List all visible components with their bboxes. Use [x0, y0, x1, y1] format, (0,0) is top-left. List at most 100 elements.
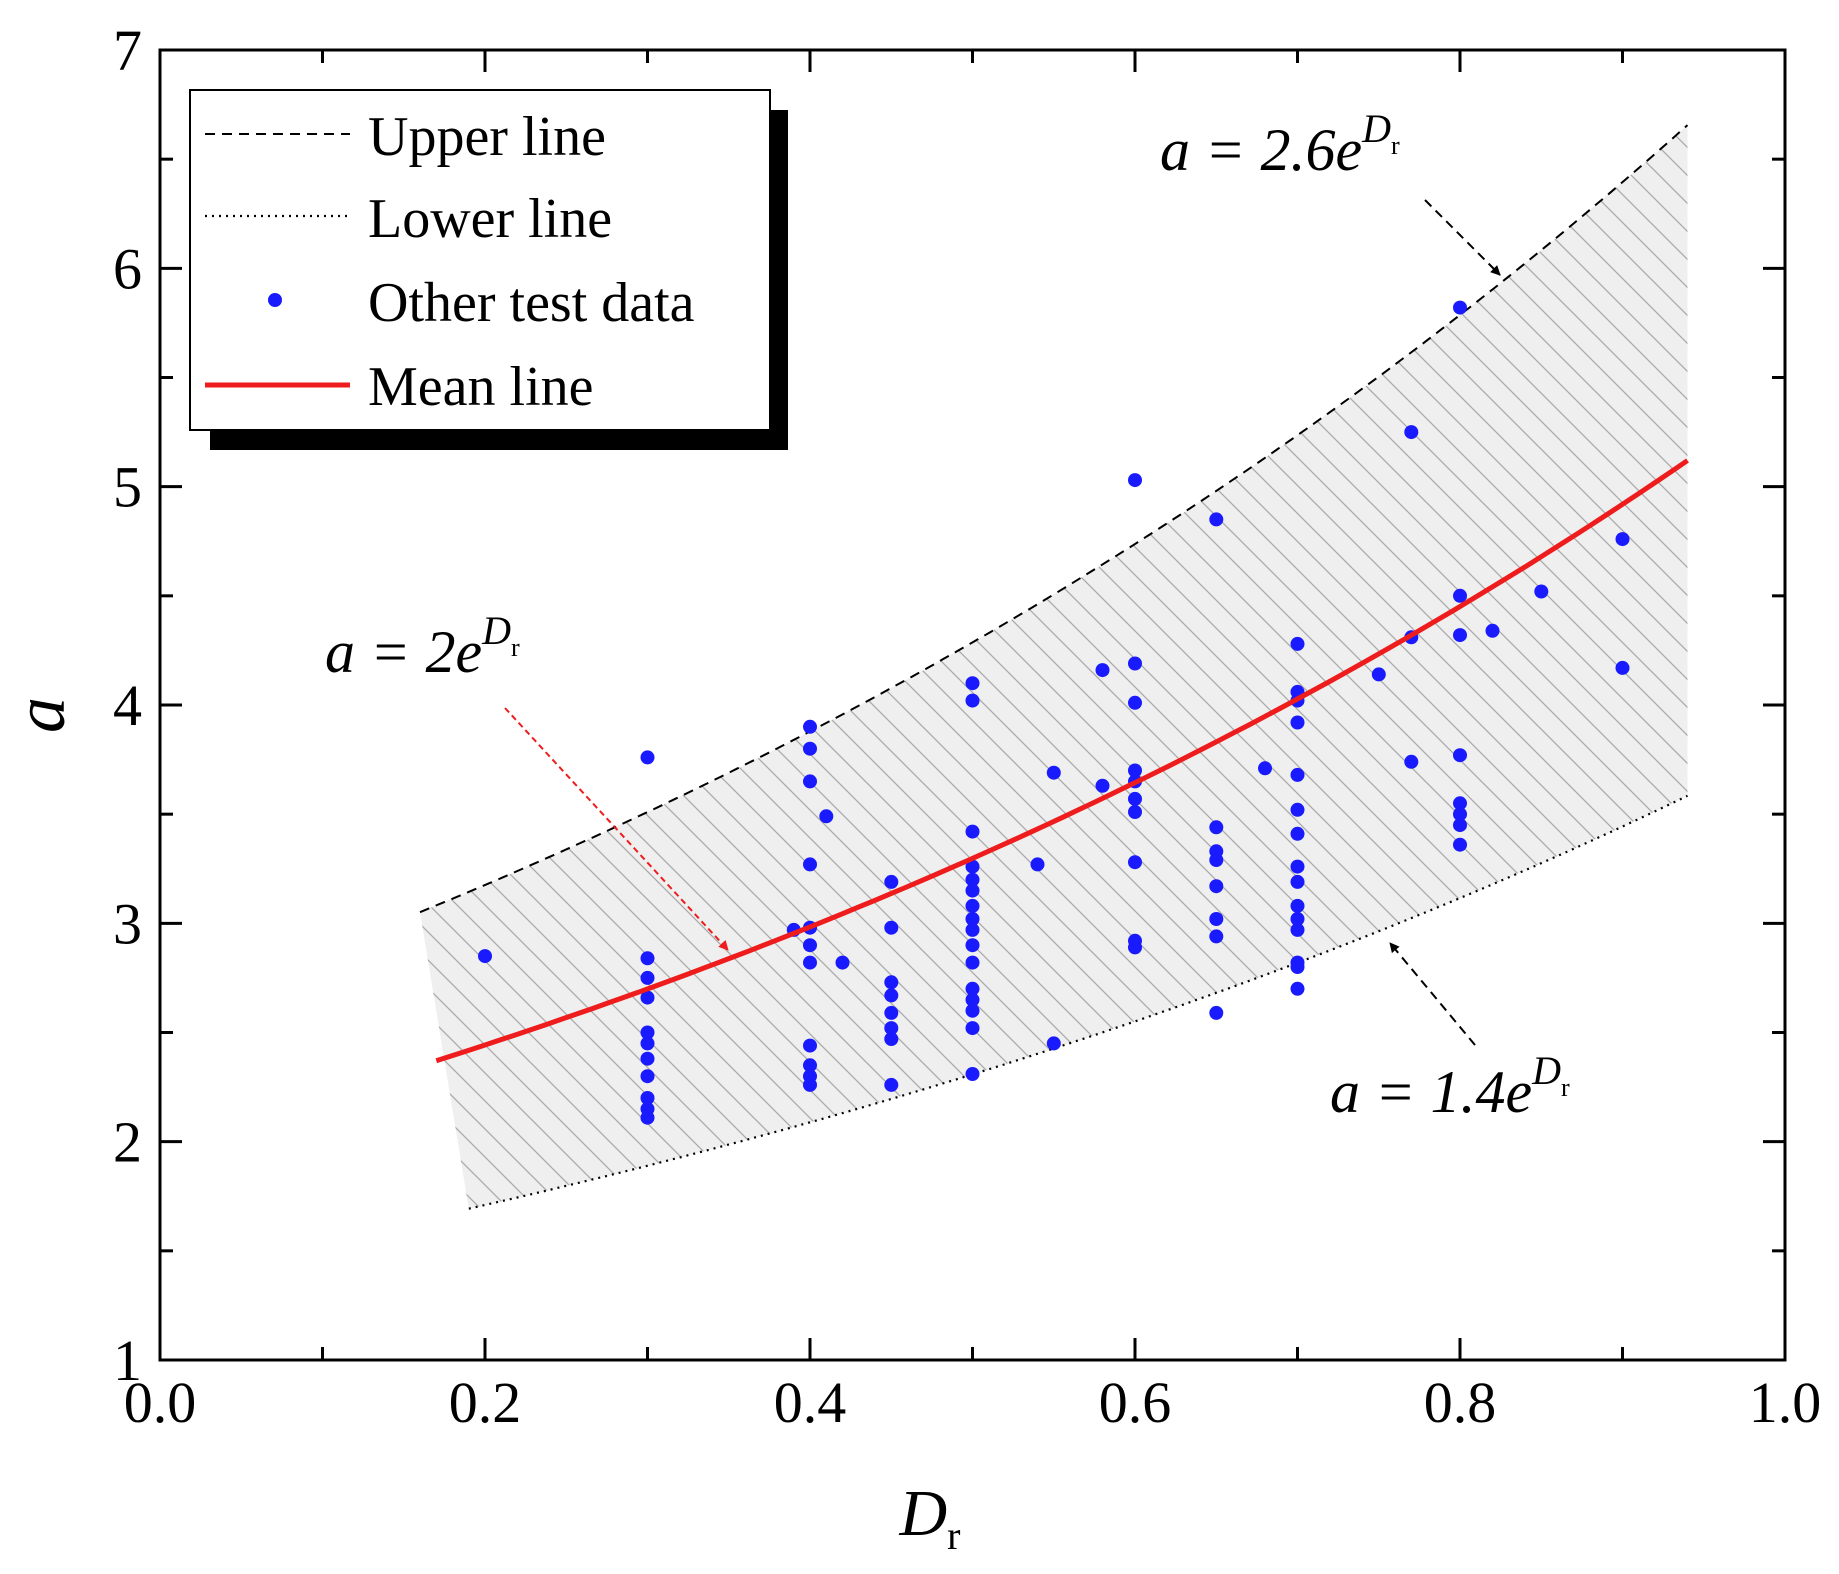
data-point [1290, 981, 1305, 996]
legend-upper-label: Upper line [368, 106, 606, 168]
data-point [803, 938, 817, 953]
data-point [1209, 853, 1224, 867]
legend-mean-label: Mean line [368, 356, 593, 418]
data-point [965, 1067, 980, 1081]
data-point [1290, 636, 1305, 651]
data-point [965, 955, 980, 970]
data-point [1290, 859, 1305, 874]
data-point [1453, 818, 1467, 833]
data-point [1128, 695, 1142, 710]
y-tick-label: 5 [113, 455, 142, 520]
data-point [965, 693, 980, 708]
data-point [965, 981, 980, 996]
x-axis-title-main: D [899, 1477, 948, 1550]
upper-equation: a = 2.6eDr [1160, 106, 1400, 183]
upper-line [419, 124, 1689, 914]
data-point [1095, 663, 1110, 678]
x-tick-label: 0.8 [1424, 1370, 1497, 1435]
data-point [1290, 802, 1305, 817]
data-point [1453, 300, 1467, 315]
data-point [1290, 874, 1305, 889]
data-point [1128, 656, 1142, 671]
data-point [1128, 473, 1142, 488]
data-point [1128, 855, 1142, 870]
data-point [884, 975, 899, 990]
data-point [1209, 512, 1224, 527]
mean-line [435, 458, 1689, 1064]
data-point [803, 774, 817, 789]
data-point [803, 857, 817, 872]
x-axis-title-sub: r [947, 1513, 960, 1558]
x-axis-title: Dr [899, 1477, 961, 1558]
confidence-band [420, 125, 1688, 1209]
data-point [1615, 660, 1630, 675]
data-point [1290, 922, 1305, 937]
data-point [884, 874, 899, 889]
data-point [640, 750, 655, 765]
data-point [884, 920, 899, 935]
data-point [640, 951, 655, 966]
data-point [1290, 767, 1305, 782]
data-point [1404, 425, 1419, 440]
data-point [965, 872, 980, 887]
legend-lower-label: Lower line [368, 188, 612, 250]
y-tick-label: 1 [113, 1328, 142, 1393]
legend: Upper line Lower line Other test data Me… [189, 89, 788, 450]
x-tick-label: 1.0 [1749, 1370, 1822, 1435]
data-point [1095, 778, 1110, 793]
x-tick-label: 0.6 [1099, 1370, 1172, 1435]
lower-equation: a = 1.4eDr [1330, 1048, 1570, 1125]
data-point [1128, 763, 1142, 778]
y-tick-label: 6 [113, 236, 142, 301]
x-tick-label: 0.2 [449, 1370, 522, 1435]
y-tick-label: 3 [113, 891, 142, 956]
y-axis-title: a [0, 697, 80, 733]
mean-equation-sub: r [511, 633, 520, 662]
y-tick-label: 4 [113, 673, 142, 738]
data-point [1404, 754, 1419, 769]
y-axis: 1 2 3 4 5 6 7 [113, 18, 1785, 1393]
data-point [1290, 898, 1305, 913]
legend-scatter-swatch [268, 293, 282, 307]
lower-equation-prefix: a = 1.4e [1330, 1059, 1532, 1125]
data-point [1453, 796, 1467, 811]
x-tick-label: 0.4 [774, 1370, 847, 1435]
upper-equation-sub: r [1391, 131, 1400, 160]
data-point [965, 992, 980, 1007]
data-point [965, 922, 980, 937]
lower-equation-sub: r [1561, 1073, 1570, 1102]
upper-equation-sup: D [1361, 106, 1391, 151]
mean-equation: a = 2eDr [325, 608, 520, 685]
data-point [478, 949, 492, 964]
data-point [965, 1021, 980, 1036]
data-point [965, 676, 980, 691]
data-point [1290, 826, 1305, 841]
mean-equation-sup: D [481, 608, 511, 653]
x-tick-label: 0.0 [124, 1370, 197, 1435]
data-point [819, 809, 834, 824]
data-point [965, 824, 980, 839]
mean-arrow [504, 707, 729, 951]
data-point [1128, 791, 1142, 806]
data-point [640, 1069, 655, 1084]
data-point [1371, 667, 1386, 682]
legend-box [189, 89, 771, 431]
data-point [884, 1032, 899, 1046]
data-point [1453, 807, 1467, 822]
data-point [803, 955, 817, 970]
data-point [965, 1003, 980, 1018]
legend-scatter-label: Other test data [368, 272, 695, 334]
data-point [965, 938, 980, 953]
data-point [1030, 857, 1045, 872]
data-point [1046, 1036, 1061, 1051]
data-point [1128, 805, 1142, 819]
data-point [1290, 715, 1305, 730]
lower-arrow [1389, 942, 1476, 1046]
data-point [1046, 765, 1061, 780]
data-point [1485, 623, 1500, 638]
data-point [1209, 929, 1224, 944]
data-point [640, 970, 655, 985]
data-point [835, 955, 850, 970]
data-point [640, 1110, 655, 1125]
data-point [884, 988, 899, 1003]
